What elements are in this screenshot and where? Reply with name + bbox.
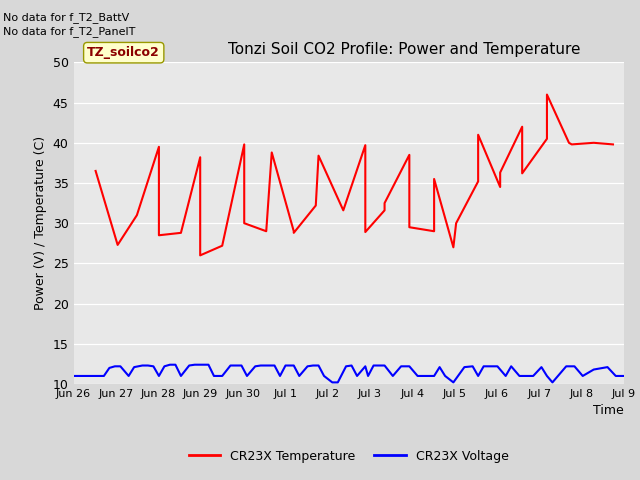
Legend: CR23X Temperature, CR23X Voltage: CR23X Temperature, CR23X Voltage — [184, 445, 513, 468]
X-axis label: Time: Time — [593, 405, 624, 418]
Text: TZ_soilco2: TZ_soilco2 — [88, 46, 160, 59]
Title: Tonzi Soil CO2 Profile: Power and Temperature: Tonzi Soil CO2 Profile: Power and Temper… — [228, 42, 580, 57]
Y-axis label: Power (V) / Temperature (C): Power (V) / Temperature (C) — [34, 136, 47, 310]
Text: No data for f_T2_BattV: No data for f_T2_BattV — [3, 12, 129, 23]
Text: No data for f_T2_PanelT: No data for f_T2_PanelT — [3, 26, 136, 37]
